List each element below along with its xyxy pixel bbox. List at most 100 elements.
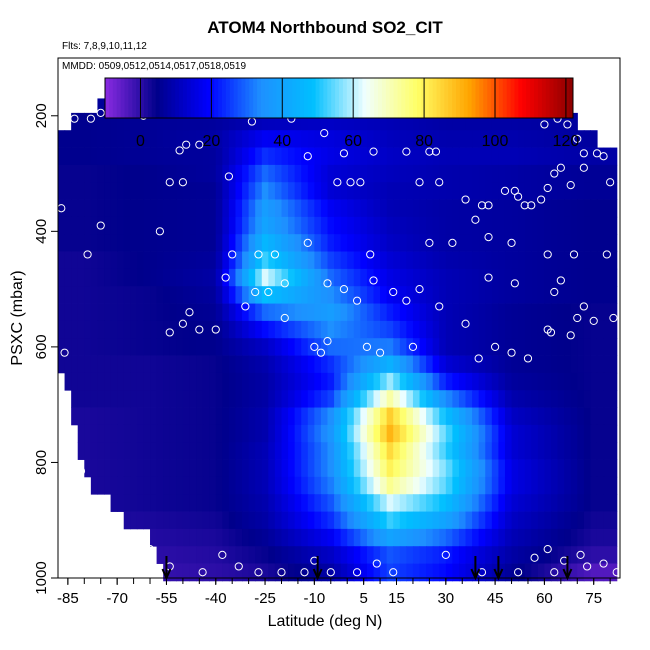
heatmap-cell <box>498 147 506 166</box>
colorbar-segment <box>448 78 453 118</box>
heatmap-cell <box>347 338 355 356</box>
heatmap-cell <box>583 424 592 443</box>
heatmap-cell <box>117 355 125 374</box>
observation-point <box>514 192 523 201</box>
heatmap-cell <box>511 164 519 183</box>
heatmap-cell <box>380 199 388 218</box>
heatmap-cell <box>268 442 276 460</box>
heatmap-cell <box>327 130 335 148</box>
heatmap-cell <box>182 390 191 408</box>
colorbar-segment <box>264 78 270 118</box>
heatmap-cell <box>458 407 467 426</box>
heatmap-cell <box>452 390 460 408</box>
heatmap-cell <box>610 164 618 183</box>
heatmap-cell <box>327 511 335 530</box>
heatmap-cell <box>366 459 375 478</box>
heatmap-cell <box>564 182 572 200</box>
heatmap-cell <box>590 476 598 495</box>
heatmap-cell <box>564 442 572 460</box>
colorbar-segment <box>276 78 281 118</box>
heatmap-cell <box>228 442 237 460</box>
heatmap-cell <box>196 528 204 547</box>
heatmap-cell <box>491 338 499 356</box>
heatmap-cell <box>524 268 532 287</box>
heatmap-cell <box>281 303 289 322</box>
heatmap-cell <box>64 320 72 339</box>
observation-point <box>86 114 95 123</box>
heatmap-cell <box>360 268 368 287</box>
heatmap-cell <box>596 164 605 183</box>
heatmap-cell <box>366 303 375 322</box>
heatmap-cell <box>294 268 302 287</box>
heatmap-cell <box>294 164 302 183</box>
heatmap-cell <box>353 199 361 218</box>
heatmap-cell <box>209 442 217 460</box>
heatmap-cell <box>360 511 368 530</box>
heatmap-cell <box>130 511 138 530</box>
observation-point <box>520 201 529 210</box>
heatmap-cell <box>334 511 342 530</box>
heatmap-cell <box>340 355 348 374</box>
heatmap-cell <box>590 424 598 443</box>
heatmap-cell <box>196 459 204 478</box>
heatmap-cell <box>524 303 532 322</box>
heatmap-cell <box>255 494 263 512</box>
heatmap-cell <box>596 511 605 530</box>
heatmap-cell <box>268 112 276 131</box>
colorbar-segment <box>463 78 469 118</box>
heatmap-cell <box>320 182 329 200</box>
colorbar-segment <box>245 78 250 118</box>
heatmap-cell <box>90 286 99 304</box>
heatmap-cell <box>439 528 447 547</box>
heatmap-cell <box>498 199 506 218</box>
heatmap-cell <box>393 476 401 495</box>
heatmap-cell <box>399 112 407 131</box>
heatmap-cell <box>406 164 414 183</box>
heatmap-cell <box>248 476 256 495</box>
heatmap-cell <box>564 459 572 478</box>
heatmap-cell <box>334 164 342 183</box>
heatmap-cell <box>182 268 191 287</box>
heatmap-cell <box>583 563 592 582</box>
heatmap-cell <box>366 546 375 564</box>
heatmap-cell <box>182 338 191 356</box>
heatmap-cell <box>248 442 256 460</box>
observation-point <box>211 325 220 334</box>
heatmap-cell <box>143 459 151 478</box>
heatmap-cell <box>511 459 519 478</box>
heatmap-cell <box>550 494 559 512</box>
colorbar-segment <box>358 78 363 118</box>
heatmap-cell <box>255 164 263 183</box>
heatmap-cell <box>307 494 315 512</box>
heatmap-cell <box>426 234 434 252</box>
heatmap-cell <box>307 286 315 304</box>
heatmap-cell <box>596 338 605 356</box>
heatmap-cell <box>347 182 355 200</box>
heatmap-cell <box>130 216 138 235</box>
heatmap-cell <box>215 303 223 322</box>
heatmap-cell <box>373 338 381 356</box>
heatmap-cell <box>603 251 611 270</box>
heatmap-cell <box>176 424 184 443</box>
heatmap-cell <box>202 424 210 443</box>
heatmap-cell <box>472 424 480 443</box>
heatmap-cell <box>196 251 204 270</box>
heatmap-cell <box>432 390 440 408</box>
heatmap-cell <box>242 459 250 478</box>
heatmap-cell <box>235 476 243 495</box>
heatmap-cell <box>176 563 184 582</box>
heatmap-cell <box>196 147 204 166</box>
heatmap-cell <box>439 372 447 391</box>
observation-point <box>408 342 418 351</box>
heatmap-cell <box>577 147 585 166</box>
colorbar-segment <box>424 78 430 118</box>
heatmap-cell <box>222 251 230 270</box>
colorbar-segment <box>378 78 383 118</box>
heatmap-cell <box>564 286 572 304</box>
heatmap-cell <box>176 182 184 200</box>
heatmap-cell <box>182 563 191 582</box>
observation-point <box>303 238 312 247</box>
heatmap-cell <box>610 390 618 408</box>
observation-point <box>474 354 483 363</box>
heatmap-cell <box>373 303 381 322</box>
